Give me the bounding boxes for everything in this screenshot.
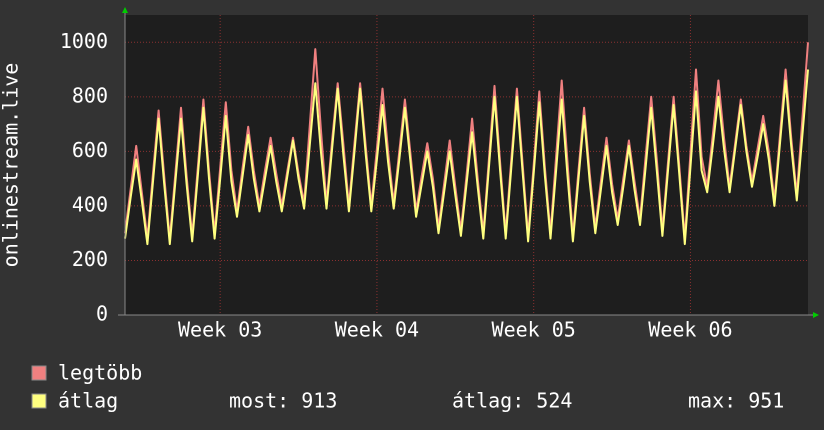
legend-swatch	[31, 365, 47, 381]
x-tick-label: Week 06	[648, 318, 732, 342]
y-tick-label: 600	[72, 138, 108, 162]
y-tick-label: 400	[72, 192, 108, 216]
lines	[124, 42, 809, 246]
y-tick-label: 200	[72, 247, 108, 271]
y-tick-label: 800	[72, 83, 108, 107]
y-tick-label: 0	[96, 302, 108, 326]
axis-arrow	[813, 312, 819, 318]
stat: átlag: 524	[452, 389, 572, 413]
legend-label: átlag	[58, 389, 118, 413]
y-tick-label: 1000	[60, 29, 108, 53]
stat: most: 913	[229, 389, 337, 413]
plot-area	[125, 15, 808, 315]
series-line	[124, 69, 809, 246]
stat: max: 951	[688, 389, 784, 413]
x-tick-label: Week 04	[335, 318, 419, 342]
x-tick-label: Week 05	[492, 318, 576, 342]
legend-label: legtöbb	[58, 361, 142, 385]
axis-arrow	[122, 7, 128, 13]
legend-swatch	[31, 393, 47, 409]
x-tick-label: Week 03	[178, 318, 262, 342]
y-axis-title: onlinestream.live	[0, 63, 23, 268]
